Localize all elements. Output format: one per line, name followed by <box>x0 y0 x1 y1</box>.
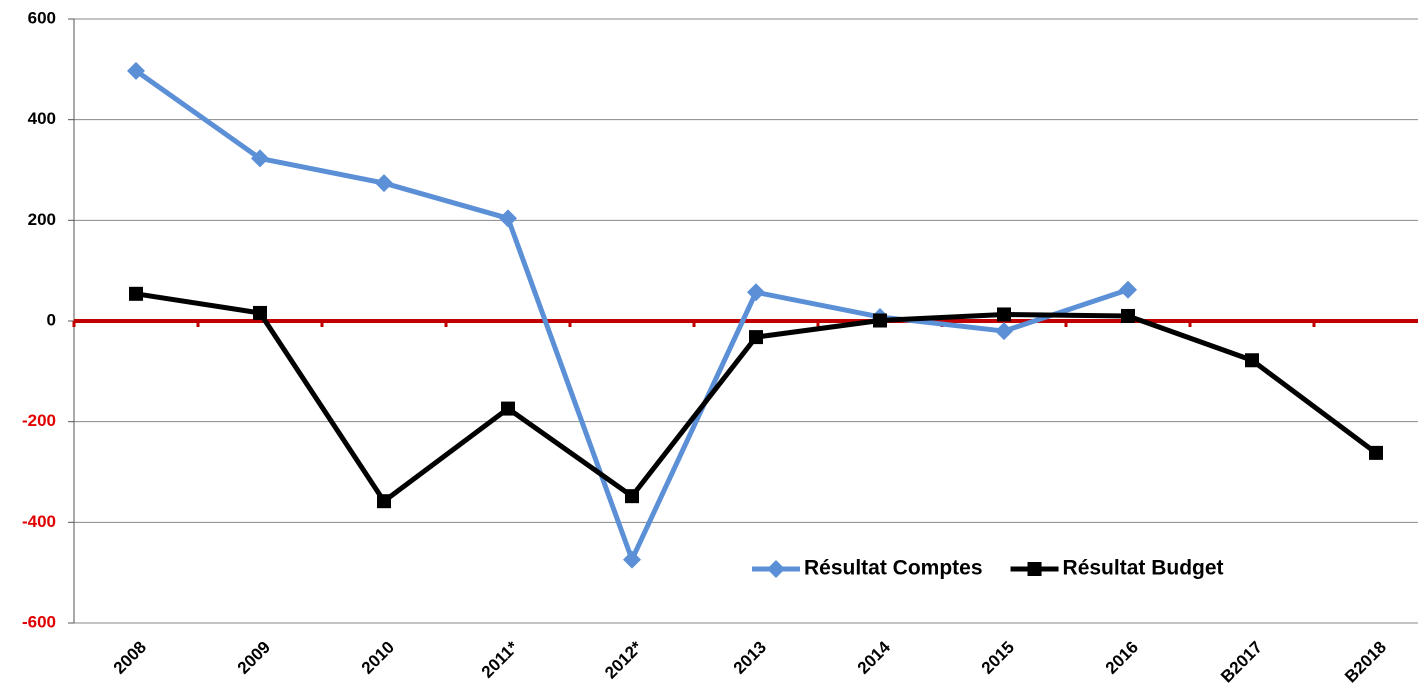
legend-label: Résultat Comptes <box>804 557 983 580</box>
data-point <box>1245 353 1259 368</box>
data-point <box>499 209 517 228</box>
x-tick-label: 2009 <box>234 638 274 678</box>
data-point <box>377 494 391 509</box>
x-tick-label: 2015 <box>978 638 1018 678</box>
y-tick-label: 600 <box>28 8 56 27</box>
data-point <box>749 330 763 345</box>
y-tick-label: -400 <box>22 512 56 531</box>
legend-marker <box>767 560 785 578</box>
data-point <box>873 313 887 328</box>
legend: Résultat Comptes Résultat Budget <box>752 557 1224 580</box>
data-point <box>1121 308 1135 323</box>
x-tick-label: B2017 <box>1217 638 1266 687</box>
x-tick-label: 2011* <box>478 637 522 681</box>
data-point <box>129 286 143 301</box>
x-tick-label: 2012* <box>601 637 646 682</box>
y-tick-label: 200 <box>28 210 56 229</box>
x-tick-label: 2008 <box>110 638 150 678</box>
x-tick-label: B2018 <box>1341 638 1390 687</box>
data-point <box>253 305 267 320</box>
data-point <box>625 489 639 504</box>
y-tick-label: 0 <box>47 310 56 329</box>
data-point <box>747 283 765 302</box>
data-point <box>127 61 145 80</box>
x-tick-label: 2010 <box>358 638 398 678</box>
legend-label: Résultat Budget <box>1063 557 1224 580</box>
x-tick-label: 2013 <box>730 638 770 678</box>
data-point <box>995 322 1013 341</box>
y-tick-label: -200 <box>22 411 56 430</box>
y-tick-label: -600 <box>22 612 56 631</box>
x-tick-label: 2014 <box>854 637 895 678</box>
data-point <box>997 307 1011 322</box>
data-point <box>251 149 269 168</box>
y-tick-label: 400 <box>28 109 56 128</box>
x-tick-label: 2016 <box>1102 638 1142 678</box>
data-point <box>1369 445 1383 460</box>
legend-marker <box>1027 562 1042 576</box>
data-point <box>375 174 393 193</box>
data-point <box>1119 280 1137 299</box>
data-point <box>501 401 515 416</box>
data-point <box>623 550 641 569</box>
